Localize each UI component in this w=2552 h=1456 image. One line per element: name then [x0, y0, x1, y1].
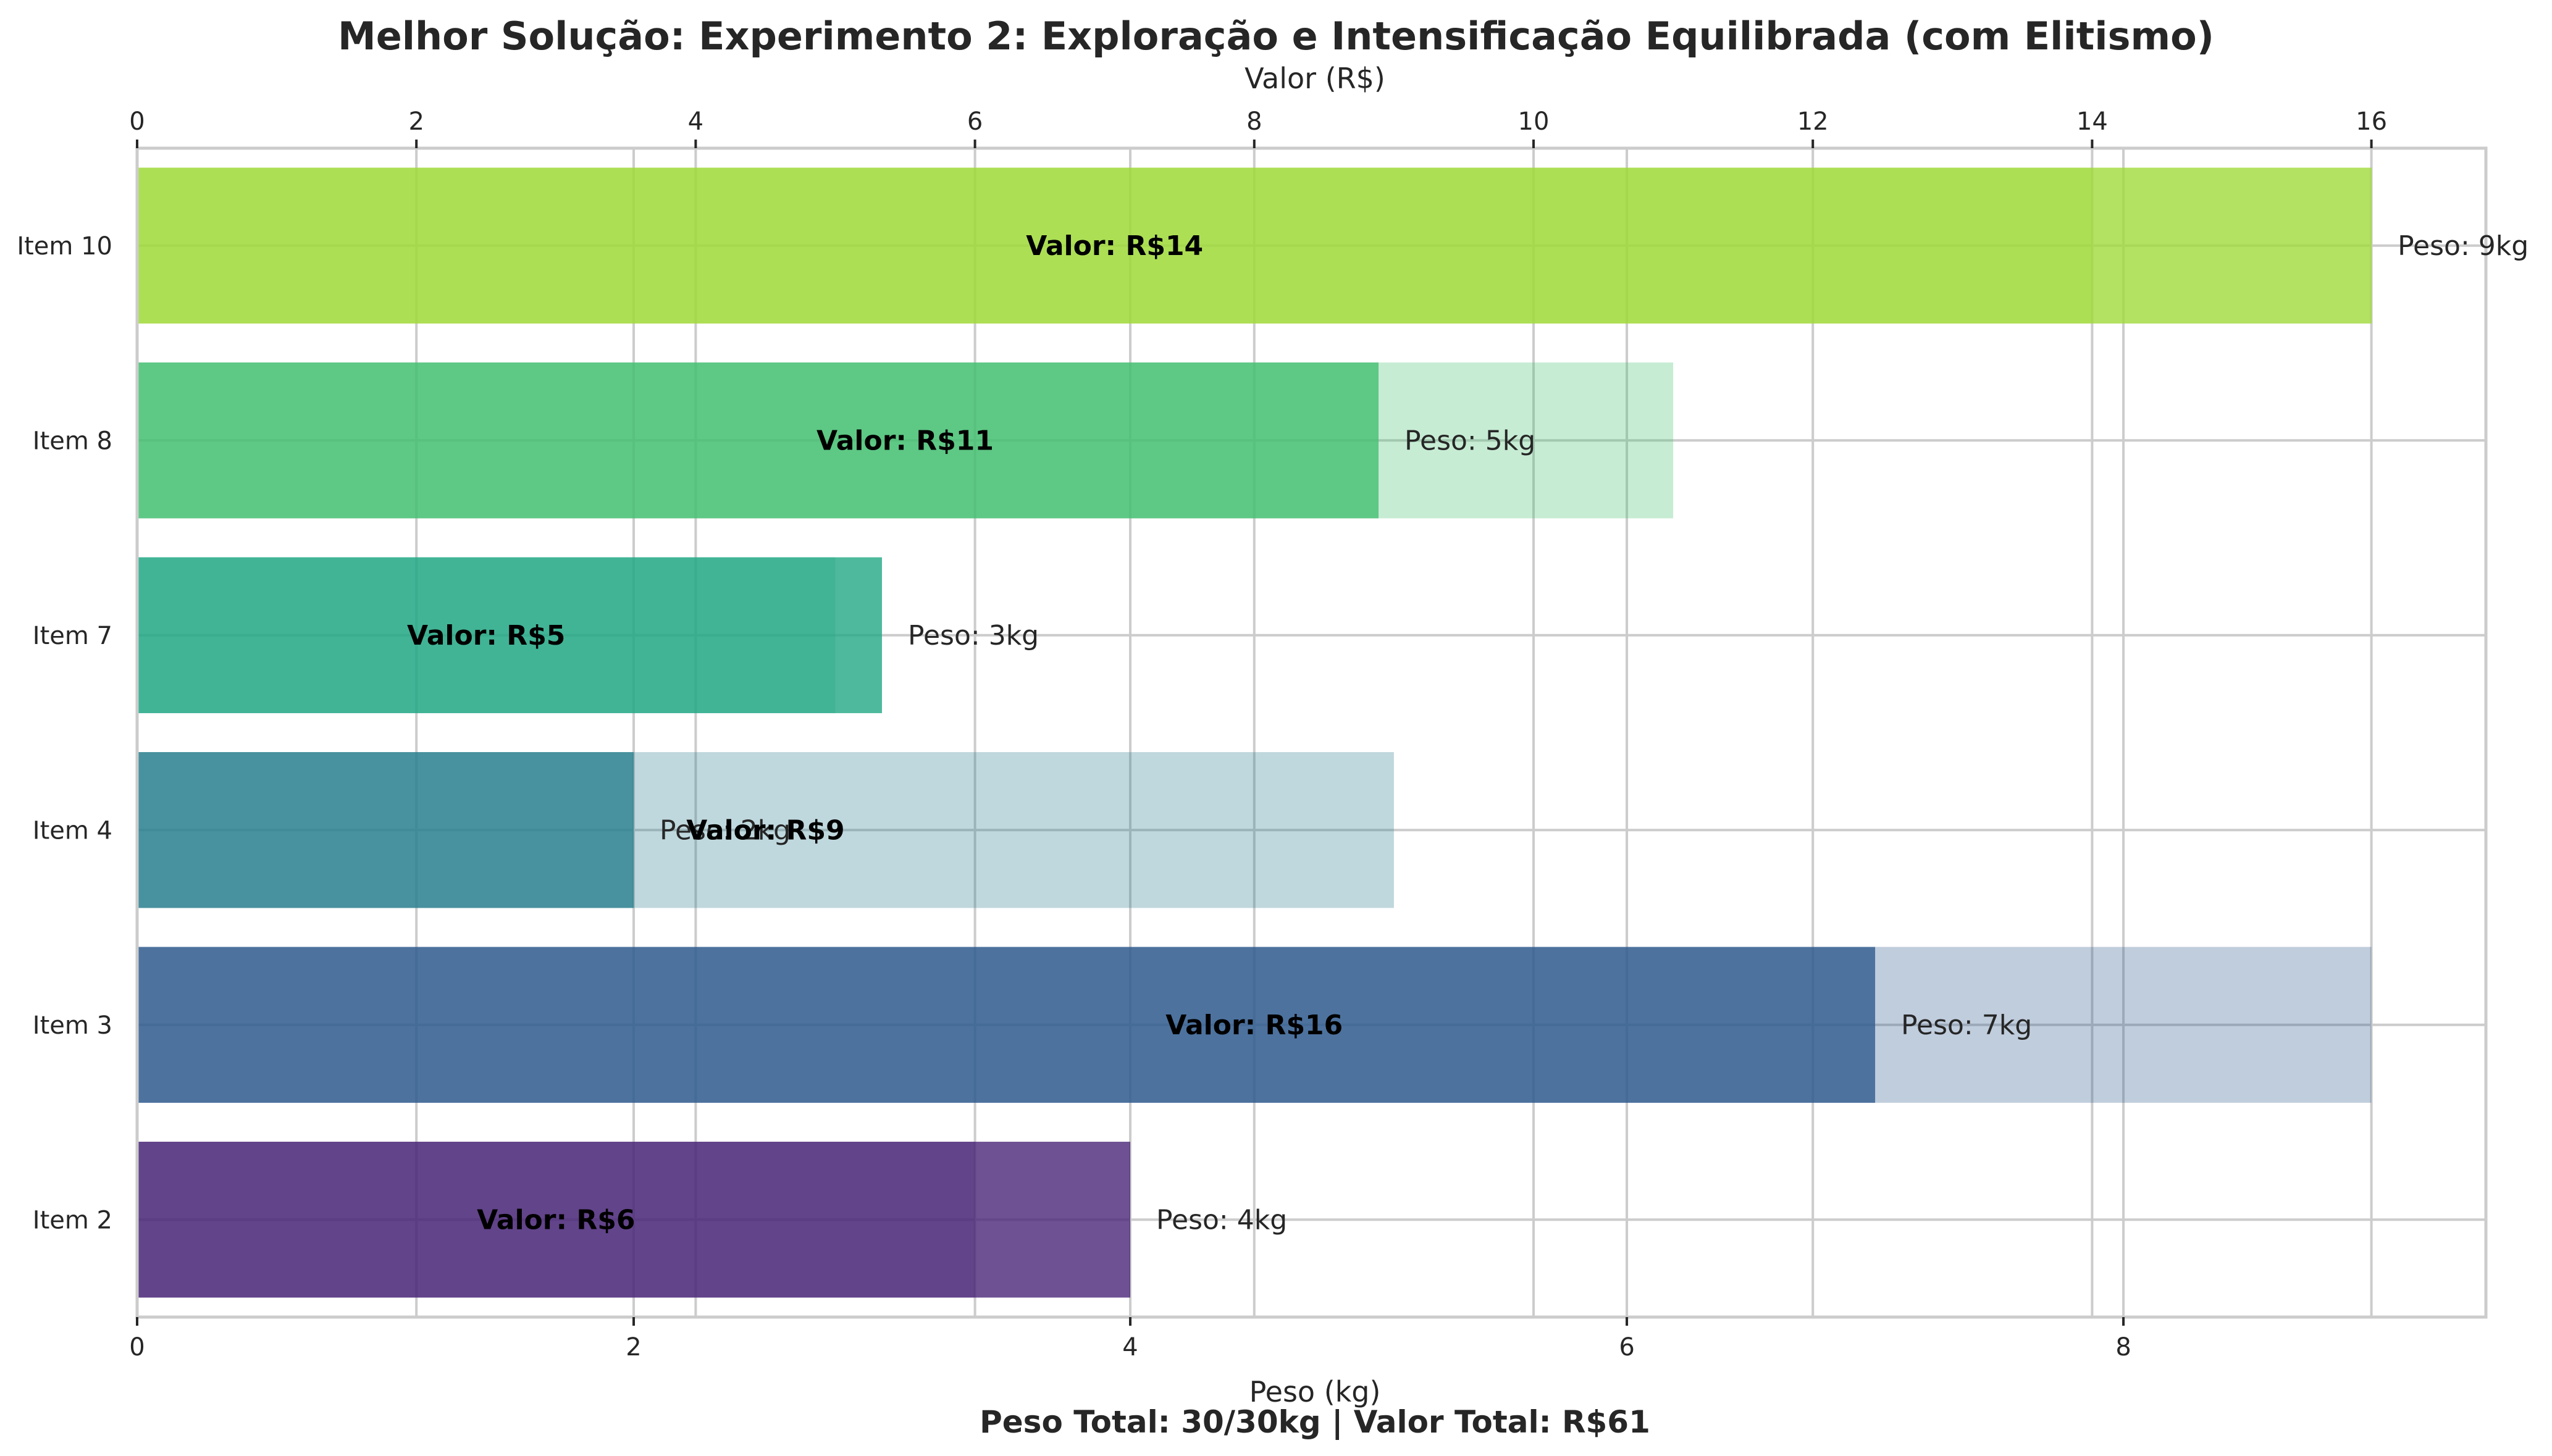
- plot-frame: [135, 146, 2488, 1319]
- valor-label-5: Valor: R$14: [1026, 230, 1203, 262]
- valor-label-1: Valor: R$16: [1165, 1010, 1343, 1041]
- category-label-3: Item 7: [33, 622, 112, 650]
- tick-label-bottom-3: 6: [1619, 1333, 1634, 1362]
- tick-label-bottom-1: 2: [626, 1333, 641, 1362]
- bar-peso-3: [137, 557, 883, 713]
- valor-label-4: Valor: R$11: [816, 425, 994, 456]
- tick-label-top-7: 14: [2076, 107, 2108, 136]
- tick-label-top-4: 8: [1246, 107, 1262, 136]
- category-label-2: Item 4: [33, 816, 112, 845]
- peso-label-3: Peso: 3kg: [908, 620, 1039, 651]
- bar-peso-4: [137, 362, 1379, 519]
- tick-label-top-0: 0: [129, 107, 145, 136]
- category-label-5: Item 10: [17, 232, 112, 261]
- tick-label-top-8: 16: [2356, 107, 2387, 136]
- chart-footer-totals: Peso Total: 30/30kg | Valor Total: R$61: [980, 1404, 1650, 1440]
- plot-border: [135, 146, 2488, 1319]
- data-labels: Peso: 4kg Valor: R$6 Peso: 7kg Valor: R$16 P…: [407, 230, 2529, 1236]
- peso-label-4: Peso: 5kg: [1404, 425, 1535, 456]
- valor-label-0: Valor: R$6: [477, 1204, 635, 1236]
- bar-peso-2: [137, 752, 634, 908]
- tick-label-bottom-2: 4: [1122, 1333, 1138, 1362]
- tick-label-bottom-0: 0: [129, 1333, 145, 1362]
- peso-label-5: Peso: 9kg: [2398, 230, 2529, 262]
- axes: 0 2 4 6 8 0 2 4 6 8 10 12 14 16 Item 2 Item 3 Item 4 Item…: [17, 107, 2387, 1362]
- category-label-1: Item 3: [33, 1011, 112, 1040]
- bar-peso-5: [137, 167, 2372, 324]
- x-axis-top-label: Valor (R$): [1245, 62, 1385, 95]
- bars: [137, 167, 2372, 1298]
- x-axis-bottom-label: Peso (kg): [1249, 1375, 1381, 1408]
- bar-peso-0: [137, 1142, 1131, 1298]
- tick-label-bottom-4: 8: [2115, 1333, 2131, 1362]
- category-label-0: Item 2: [33, 1206, 112, 1234]
- bar-peso-1: [137, 947, 1876, 1103]
- peso-label-1: Peso: 7kg: [1901, 1010, 2032, 1041]
- chart-title: Melhor Solução: Experimento 2: Exploraçã…: [338, 14, 2214, 59]
- category-label-4: Item 8: [33, 427, 112, 455]
- tick-label-top-1: 2: [408, 107, 424, 136]
- tick-label-top-3: 6: [967, 107, 983, 136]
- tick-label-top-5: 10: [1518, 107, 1550, 136]
- peso-label-0: Peso: 4kg: [1156, 1204, 1287, 1236]
- valor-label-3: Valor: R$5: [407, 620, 565, 651]
- valor-label-2: Valor: R$9: [686, 814, 844, 846]
- tick-label-top-6: 12: [1797, 107, 1829, 136]
- tick-label-top-2: 4: [688, 107, 703, 136]
- peso-label-2: Peso: 2kg: [660, 814, 791, 846]
